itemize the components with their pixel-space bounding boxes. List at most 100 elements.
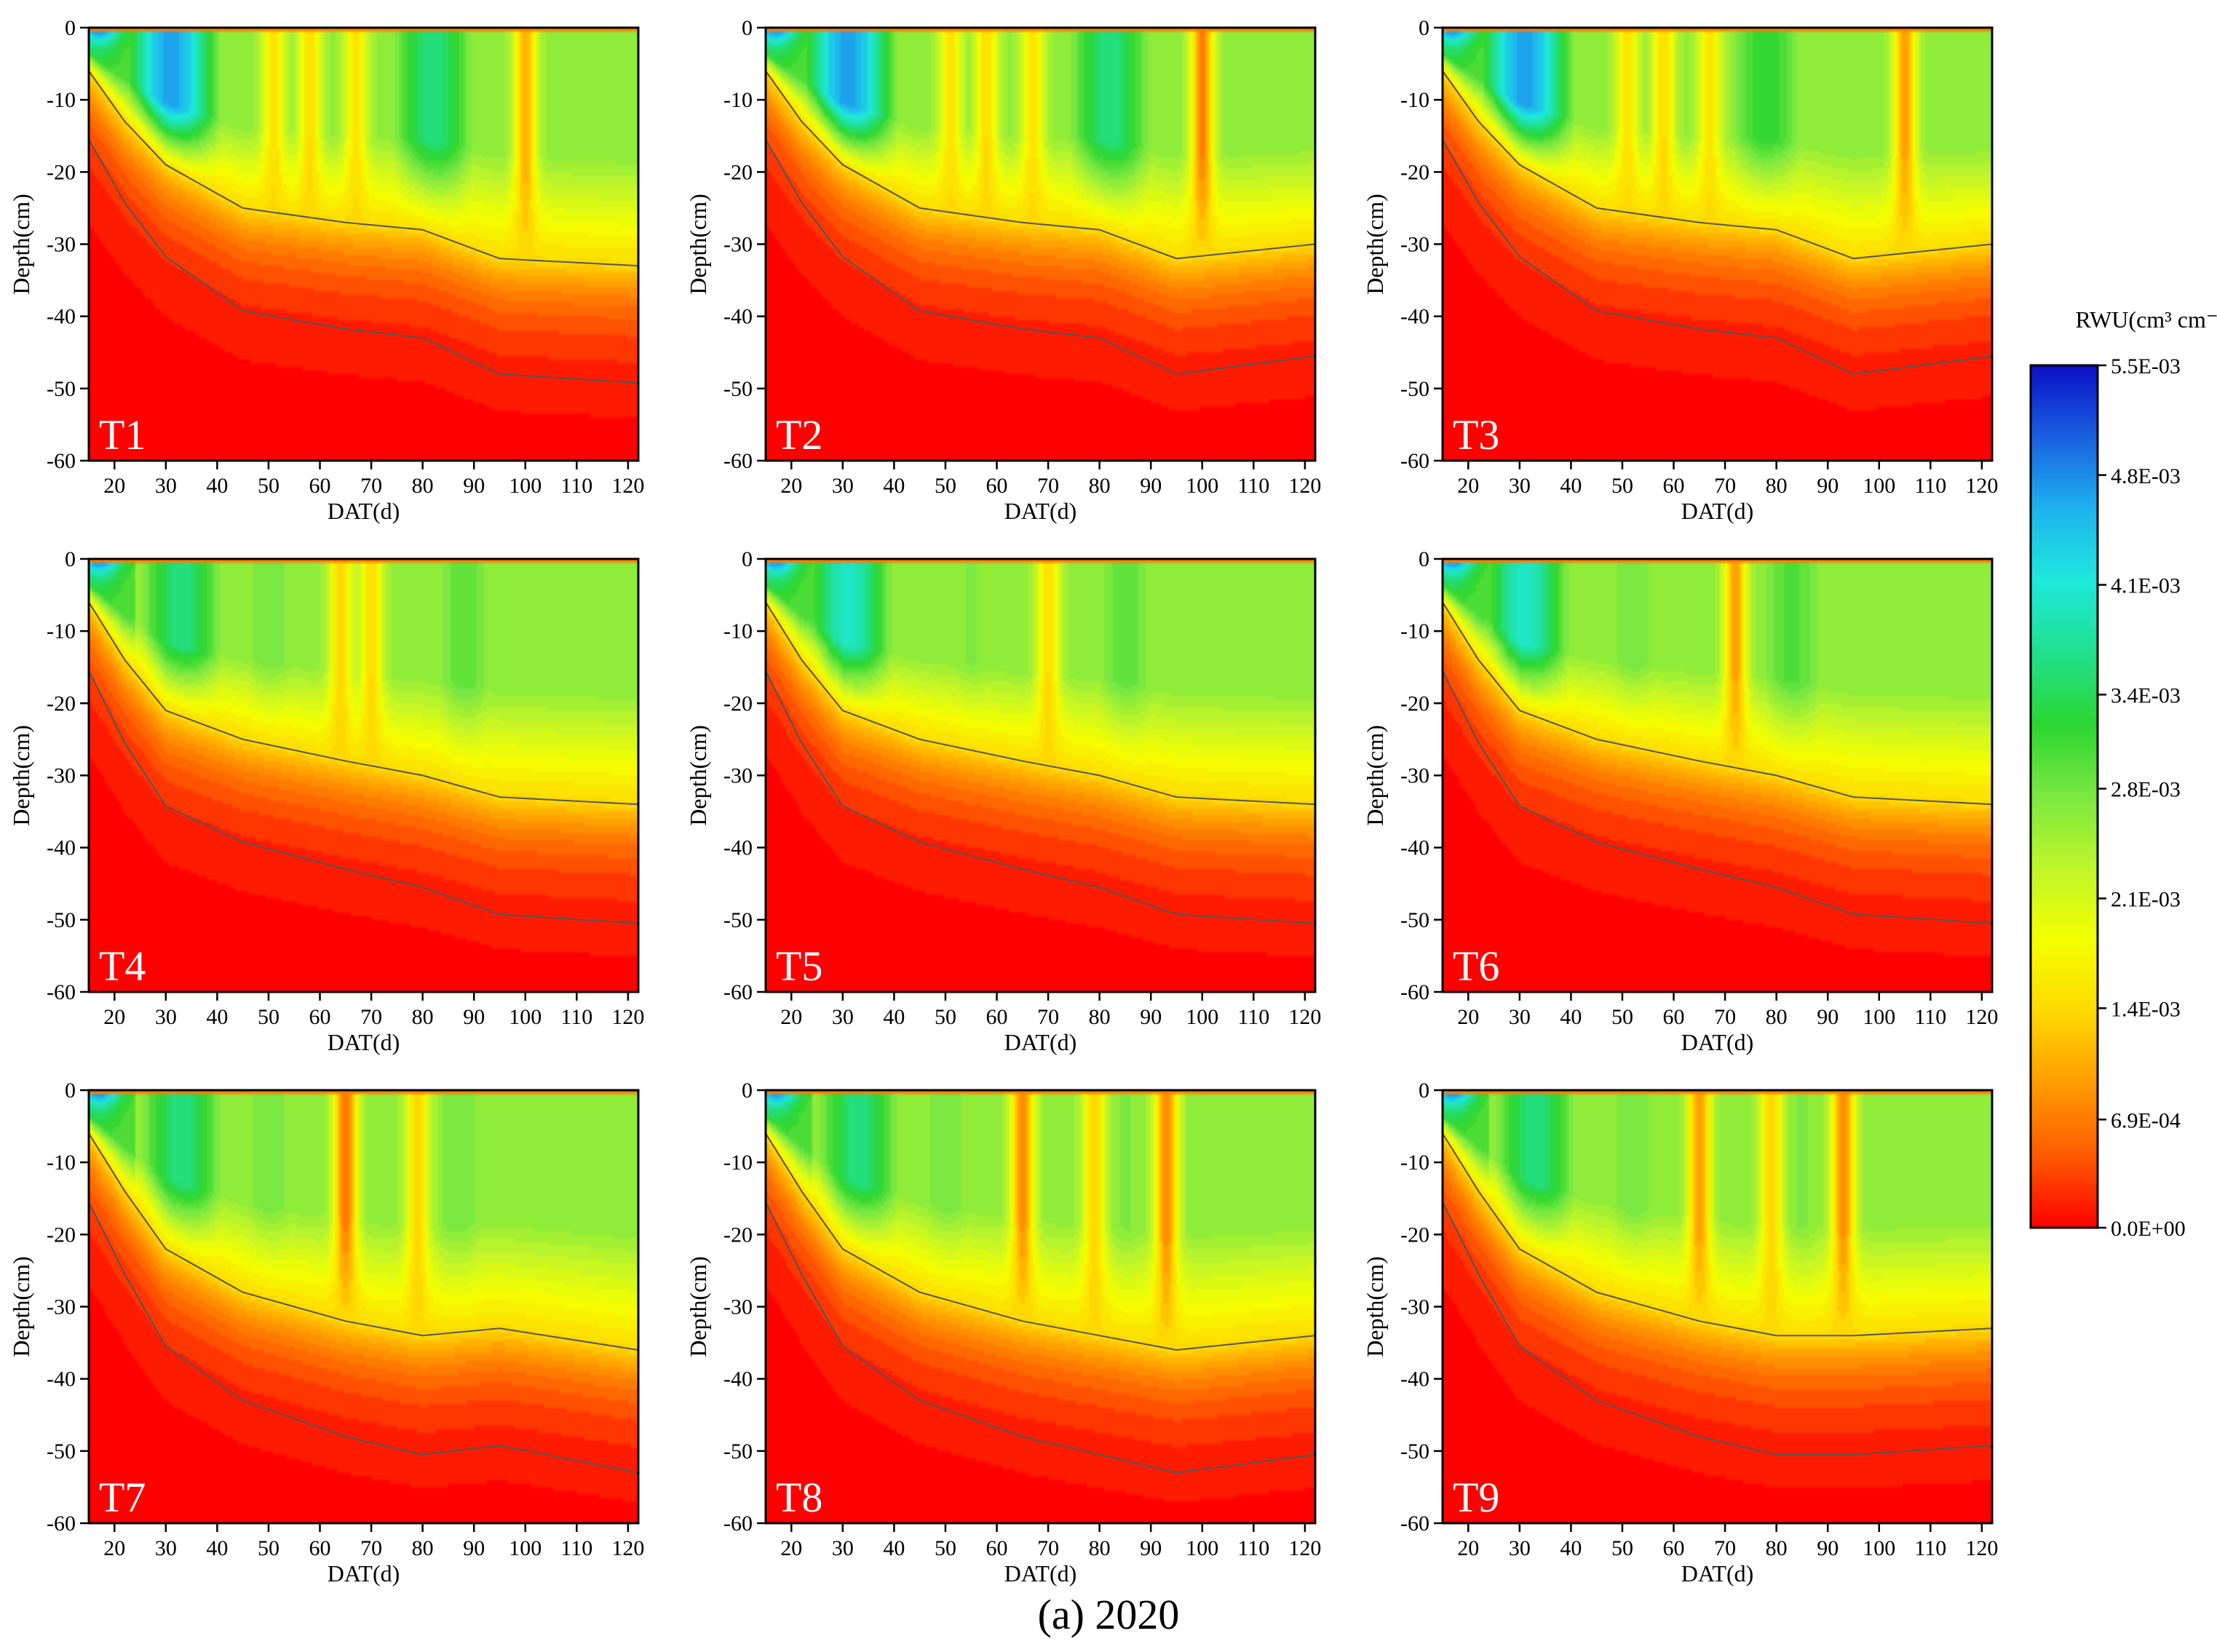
x-tick-label: 100	[1863, 1005, 1895, 1029]
y-tick-label: -20	[47, 691, 76, 715]
y-axis-label: Depth(cm)	[685, 725, 711, 826]
colorbar: RWU(cm³ cm⁻³ d⁻¹) 5.5E-03 4.8E-03 4.1E-03 3.…	[2029, 306, 2217, 1241]
x-tick-label: 80	[1766, 1536, 1788, 1560]
x-tick-label: 90	[1140, 1005, 1162, 1029]
x-tick-label: 40	[206, 1536, 228, 1560]
x-tick-label: 60	[986, 1536, 1008, 1560]
y-tick-label: -60	[723, 449, 753, 473]
colorbar-tick-label: 3.4E-03	[2111, 683, 2181, 707]
y-tick-label: -50	[723, 377, 753, 401]
x-tick-label: 120	[1288, 474, 1321, 498]
x-tick-label: 50	[258, 1536, 279, 1560]
colorbar-tick-label: 4.1E-03	[2111, 574, 2181, 598]
x-tick-label: 30	[832, 474, 854, 498]
x-tick-label: 40	[206, 1005, 228, 1029]
y-tick-label: -40	[723, 1367, 753, 1391]
x-tick-label: 90	[463, 1005, 485, 1029]
x-tick-label: 80	[1089, 1536, 1111, 1560]
x-tick-label: 20	[103, 1005, 125, 1029]
root-zone-contour	[88, 70, 639, 267]
y-tick-label: -10	[723, 619, 753, 643]
y-tick-label: -50	[47, 908, 76, 932]
y-tick-label: -50	[723, 1439, 753, 1464]
x-tick-label: 60	[1663, 474, 1685, 498]
x-tick-label: 70	[1037, 1536, 1059, 1560]
y-axis-label: Depth(cm)	[685, 1256, 711, 1357]
y-tick-label: -20	[1400, 160, 1429, 184]
y-tick-label: 0	[65, 1079, 76, 1103]
y-tick-label: -10	[1400, 1151, 1429, 1175]
x-tick-label: 110	[1237, 474, 1269, 498]
x-tick-label: 30	[832, 1536, 854, 1560]
y-tick-label: -40	[1400, 1367, 1429, 1391]
x-tick-label: 100	[1186, 1536, 1218, 1560]
x-tick-label: 50	[1611, 1005, 1633, 1029]
x-axis-label: DAT(d)	[1681, 1560, 1754, 1587]
y-tick-label: -10	[47, 1151, 76, 1175]
y-tick-label: -40	[47, 1367, 76, 1391]
x-tick-label: 100	[1863, 474, 1895, 498]
x-tick-label: 100	[509, 1005, 542, 1029]
y-tick-label: -60	[47, 980, 76, 1004]
x-tick-label: 30	[1509, 1005, 1531, 1029]
x-tick-label: 90	[1817, 474, 1839, 498]
colorbar-tick-label: 4.8E-03	[2111, 464, 2181, 488]
x-tick-label: 60	[309, 474, 331, 498]
y-tick-label: 0	[742, 547, 753, 571]
root-zone-contour	[88, 601, 639, 806]
y-tick-label: -40	[47, 836, 76, 860]
x-tick-label: 120	[1965, 1005, 1998, 1029]
heatmap-field	[89, 559, 638, 992]
x-tick-label: 70	[360, 474, 382, 498]
y-tick-label: -50	[723, 908, 753, 932]
x-tick-label: 80	[1766, 474, 1788, 498]
x-tick-label: 30	[155, 1005, 177, 1029]
x-tick-label: 70	[360, 1005, 382, 1029]
panel-t9: 20 30 40 50 60 70 80 90 100 110 120 0 -10 -20 -30 -40 -5…	[1362, 1079, 1998, 1587]
colorbar-tick-label: 6.9E-04	[2111, 1108, 2181, 1132]
panel-t4: 20 30 40 50 60 70 80 90 100 110 120 0 -10 -20 -30 -40 -5…	[8, 547, 644, 1055]
panel-label: T5	[776, 942, 822, 990]
x-tick-label: 120	[611, 1005, 644, 1029]
x-tick-label: 80	[1089, 474, 1111, 498]
y-tick-label: -10	[723, 88, 753, 112]
panel-label: T7	[99, 1474, 146, 1521]
heatmap-field	[1443, 559, 1992, 992]
x-tick-label: 30	[832, 1005, 854, 1029]
x-tick-label: 50	[935, 474, 956, 498]
y-tick-label: -10	[1400, 88, 1429, 112]
heatmap-field	[89, 1090, 638, 1523]
deep-contour	[765, 670, 1316, 924]
colorbar-title: RWU(cm³ cm⁻³ d⁻¹)	[2076, 306, 2217, 333]
panel-label: T3	[1453, 411, 1499, 458]
x-tick-label: 30	[1509, 474, 1531, 498]
root-zone-contour	[765, 601, 1316, 806]
x-tick-label: 100	[1863, 1536, 1895, 1560]
y-tick-label: -40	[47, 305, 76, 329]
root-zone-contour	[765, 70, 1316, 260]
x-axis-label: DAT(d)	[1681, 498, 1754, 524]
panel-label: T2	[776, 411, 822, 458]
colorbar-tick-label: 0.0E+00	[2111, 1217, 2186, 1241]
heatmap-field	[766, 1090, 1315, 1523]
heatmap-field	[766, 559, 1315, 992]
x-tick-label: 60	[309, 1536, 331, 1560]
x-tick-label: 110	[1237, 1005, 1269, 1029]
x-tick-label: 70	[1037, 474, 1059, 498]
x-tick-label: 110	[560, 1536, 592, 1560]
deep-contour	[88, 139, 639, 384]
x-tick-label: 120	[1965, 1536, 1998, 1560]
x-tick-label: 50	[258, 1005, 279, 1029]
root-zone-contour	[1442, 601, 1993, 806]
x-axis-label: DAT(d)	[328, 1029, 400, 1055]
y-tick-label: 0	[742, 1079, 753, 1103]
x-tick-label: 110	[1914, 1005, 1946, 1029]
x-tick-label: 80	[1766, 1005, 1788, 1029]
x-tick-label: 80	[412, 1536, 434, 1560]
root-zone-contour	[765, 1132, 1316, 1351]
y-tick-label: -60	[47, 1512, 76, 1536]
y-tick-label: -10	[723, 1151, 753, 1175]
y-axis-label: Depth(cm)	[685, 194, 711, 295]
y-tick-label: -30	[1400, 1295, 1429, 1319]
x-tick-label: 40	[1560, 1005, 1582, 1029]
